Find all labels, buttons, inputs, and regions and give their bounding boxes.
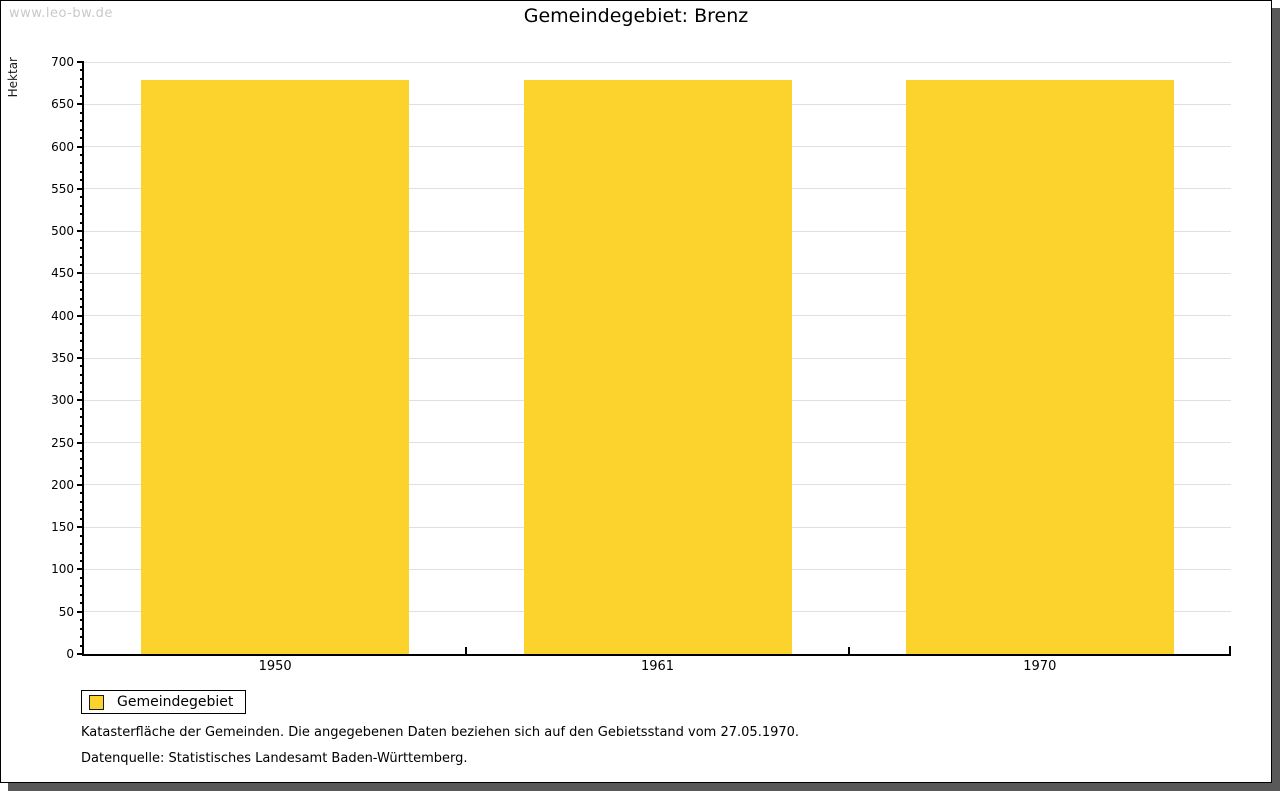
chart-title: Gemeindegebiet: Brenz — [523, 5, 749, 27]
x-tick-label: 1950 — [258, 659, 292, 674]
legend-label: Gemeindegebiet — [117, 694, 234, 710]
x-tick-label: 1970 — [1023, 659, 1057, 674]
gridline — [84, 61, 1231, 63]
y-tick-label: 200 — [51, 477, 74, 492]
bar — [141, 79, 409, 654]
y-major-tick — [77, 272, 84, 275]
y-tick-label: 50 — [58, 604, 74, 619]
y-axis-line — [82, 62, 84, 656]
y-major-tick — [77, 145, 84, 148]
chart-canvas: 0 50 100 150 200 250 300 350 400 450 500 550 600 650 7… — [1, 1, 1271, 782]
frame-shadow-right — [1272, 8, 1280, 791]
y-tick-label: 650 — [51, 97, 74, 112]
y-major-tick — [77, 653, 84, 655]
y-major-tick — [77, 187, 84, 190]
y-major-tick — [77, 357, 84, 359]
y-major-tick — [77, 61, 84, 63]
y-tick-label: 350 — [51, 351, 74, 365]
y-tick-label: 400 — [51, 308, 74, 323]
y-tick-label: 0 — [66, 647, 74, 661]
y-major-tick — [77, 230, 84, 233]
y-tick-label: 450 — [51, 266, 74, 281]
y-major-tick — [77, 399, 84, 402]
x-tick-label: 1961 — [640, 659, 675, 674]
y-major-tick — [77, 314, 84, 317]
y-tick-label: 550 — [51, 181, 74, 196]
y-tick-label: 250 — [51, 435, 74, 450]
y-tick-label: 700 — [51, 55, 74, 69]
y-major-tick — [77, 526, 84, 529]
y-tick-label: 300 — [51, 393, 74, 408]
y-tick-label: 100 — [51, 562, 74, 577]
chart-caption: Katasterfläche der Gemeinden. Die angege… — [81, 725, 800, 740]
legend-swatch-icon — [89, 694, 104, 710]
y-major-tick — [77, 610, 84, 613]
frame-shadow-bottom — [8, 783, 1280, 791]
y-tick-label: 150 — [51, 520, 74, 535]
bar — [906, 79, 1174, 654]
x-end-tick — [1229, 646, 1231, 654]
y-major-tick — [77, 483, 84, 486]
y-major-tick — [77, 441, 84, 444]
y-tick-label: 600 — [51, 139, 74, 154]
x-boundary-tick — [847, 647, 850, 654]
y-major-tick — [77, 103, 84, 106]
chart-source: Datenquelle: Statistisches Landesamt Bad… — [81, 751, 468, 766]
legend-box: Gemeindegebiet — [81, 690, 247, 714]
y-tick-label: 500 — [51, 224, 74, 239]
x-boundary-tick — [465, 647, 468, 654]
bar — [524, 79, 792, 654]
x-axis-line — [82, 654, 1231, 656]
y-major-tick — [77, 568, 84, 571]
watermark-text: www.leo-bw.de — [9, 6, 113, 21]
